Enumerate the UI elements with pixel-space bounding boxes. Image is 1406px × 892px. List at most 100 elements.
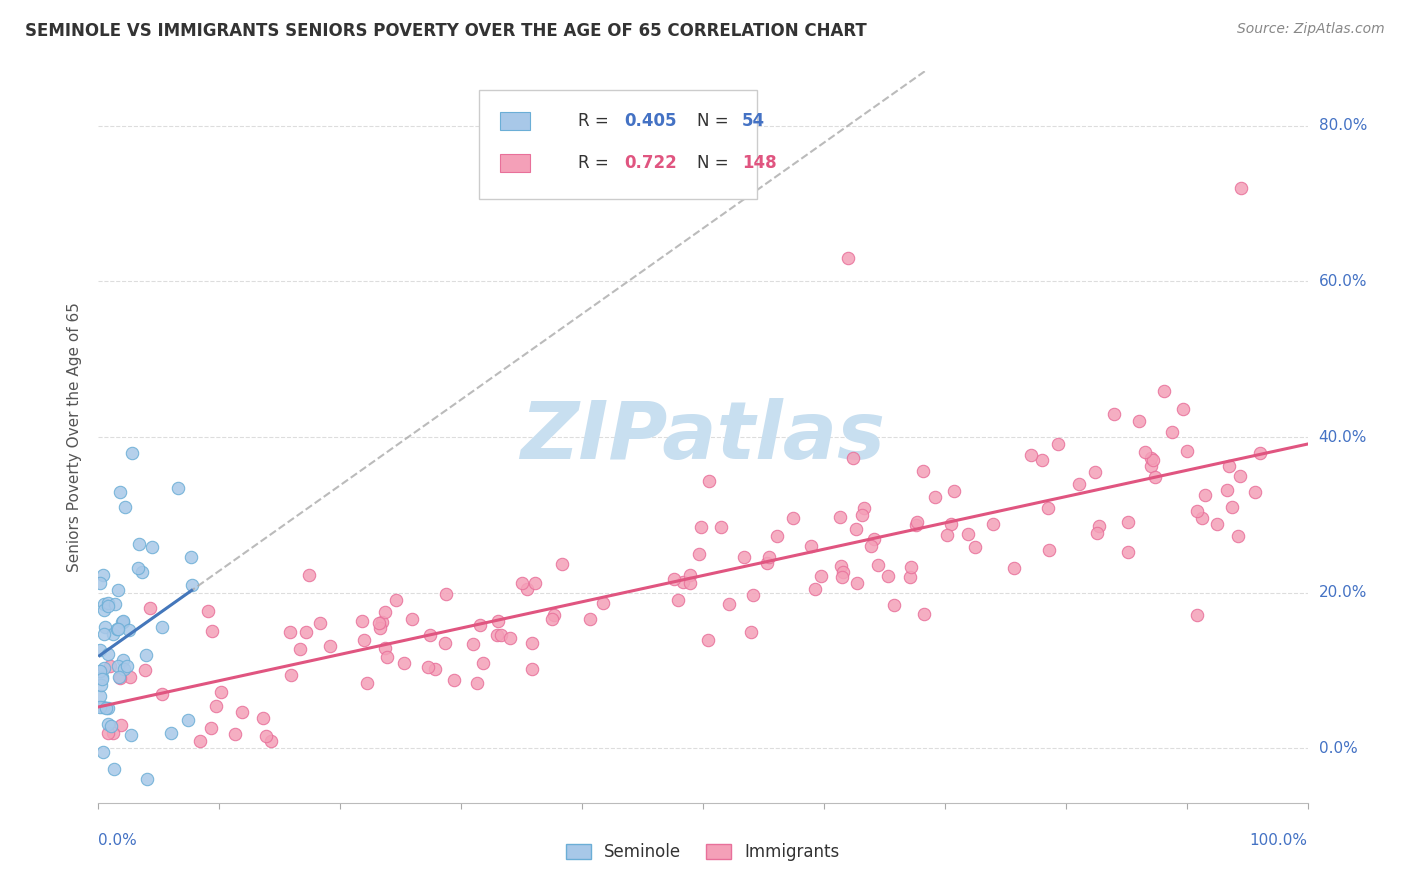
FancyBboxPatch shape	[479, 90, 758, 200]
Point	[209, 685, 232, 699]
Point	[204, 699, 226, 714]
Point	[160, 725, 183, 739]
Point	[520, 662, 543, 676]
Point	[883, 599, 905, 613]
Point	[1021, 449, 1043, 463]
Text: 0.0%: 0.0%	[1319, 741, 1357, 756]
Point	[350, 614, 373, 628]
Point	[101, 726, 124, 740]
Point	[89, 689, 111, 703]
Point	[107, 658, 129, 673]
Point	[853, 501, 876, 516]
Point	[1230, 181, 1253, 195]
Point	[679, 567, 702, 582]
Point	[541, 612, 564, 626]
Point	[1177, 444, 1199, 458]
Point	[290, 641, 312, 656]
Point	[117, 659, 139, 673]
Point	[374, 641, 396, 656]
Point	[280, 668, 302, 682]
Point	[200, 721, 222, 735]
Point	[135, 648, 157, 662]
Point	[97, 725, 120, 739]
Text: 100.0%: 100.0%	[1250, 833, 1308, 848]
Point	[120, 670, 142, 684]
Point	[138, 600, 160, 615]
Text: 0.405: 0.405	[624, 112, 676, 130]
Point	[862, 532, 884, 546]
Point	[664, 572, 686, 586]
Point	[97, 647, 120, 661]
Point	[1173, 402, 1195, 417]
Point	[371, 615, 394, 629]
Point	[224, 727, 246, 741]
Point	[499, 632, 522, 646]
Point	[190, 733, 212, 747]
Point	[97, 717, 120, 731]
Point	[392, 657, 415, 671]
Point	[278, 625, 301, 640]
Point	[141, 540, 163, 554]
Point	[1102, 407, 1125, 421]
Point	[416, 660, 439, 674]
Point	[150, 620, 173, 634]
Text: 80.0%: 80.0%	[1319, 119, 1367, 133]
Point	[765, 529, 787, 543]
Point	[353, 632, 375, 647]
Point	[837, 251, 859, 265]
Point	[93, 597, 115, 611]
Point	[94, 620, 117, 634]
Point	[1160, 425, 1182, 439]
Point	[1153, 384, 1175, 399]
Point	[374, 605, 396, 619]
Point	[107, 622, 129, 636]
Point	[755, 556, 778, 570]
Point	[1002, 561, 1025, 575]
Point	[93, 603, 115, 617]
Point	[828, 510, 851, 524]
Point	[180, 578, 202, 592]
Text: 54: 54	[742, 112, 765, 130]
Point	[912, 464, 935, 478]
Point	[981, 517, 1004, 532]
Point	[1038, 501, 1060, 516]
Point	[831, 565, 853, 579]
Point	[898, 570, 921, 584]
Point	[89, 575, 111, 590]
Text: 0.0%: 0.0%	[98, 833, 138, 848]
Point	[900, 559, 922, 574]
Point	[1116, 515, 1139, 529]
Point	[461, 637, 484, 651]
Point	[111, 653, 134, 667]
Point	[1133, 445, 1156, 459]
Point	[89, 699, 111, 714]
Text: 20.0%: 20.0%	[1319, 585, 1367, 600]
Point	[131, 565, 153, 579]
Point	[842, 450, 865, 465]
Point	[1140, 450, 1163, 465]
Point	[89, 643, 111, 657]
Point	[859, 539, 882, 553]
Point	[260, 733, 283, 747]
Point	[1031, 453, 1053, 467]
Text: R =: R =	[578, 153, 614, 172]
Point	[97, 596, 120, 610]
Point	[465, 676, 488, 690]
Point	[166, 481, 188, 495]
Point	[434, 635, 457, 649]
Point	[114, 500, 136, 515]
Point	[1185, 504, 1208, 518]
Point	[1243, 485, 1265, 500]
Point	[742, 588, 765, 602]
Text: N =: N =	[697, 153, 734, 172]
Point	[697, 474, 720, 488]
Point	[319, 640, 342, 654]
Point	[120, 729, 142, 743]
Point	[385, 592, 408, 607]
Point	[134, 664, 156, 678]
Point	[830, 558, 852, 573]
Point	[831, 570, 853, 584]
Point	[1216, 483, 1239, 497]
Point	[550, 557, 572, 571]
Point	[434, 587, 457, 601]
